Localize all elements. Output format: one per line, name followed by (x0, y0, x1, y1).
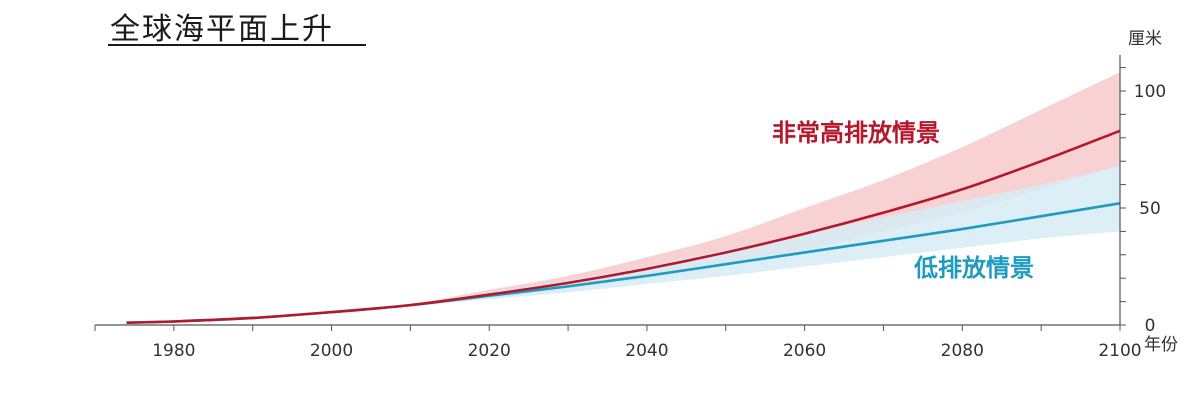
series-lines (126, 129, 1121, 324)
x-axis-unit: 年份 (1144, 335, 1178, 355)
y-tick-label: 0 (1145, 316, 1156, 336)
series-labels: 非常高排放情景 低排放情景 (772, 119, 1034, 282)
y-tick-label: 100 (1134, 82, 1166, 102)
band-low (126, 165, 1121, 323)
x-tick-label: 2060 (783, 341, 826, 361)
uncertainty-bands (126, 72, 1121, 323)
line-very-high (126, 129, 1121, 324)
chart-title: 全球海平面上升 (110, 12, 334, 47)
y-tick-label: 50 (1139, 199, 1161, 219)
title-underline (108, 44, 366, 46)
x-tick-label: 2000 (310, 341, 353, 361)
x-tick-label: 2080 (941, 341, 984, 361)
series-label-low: 低排放情景 (913, 254, 1034, 282)
x-tick-label: 2040 (625, 341, 668, 361)
x-tick-label: 2020 (468, 341, 511, 361)
x-tick-label: 2100 (1098, 341, 1141, 361)
x-tick-label: 1980 (152, 341, 195, 361)
y-axis-unit: 厘米 (1128, 29, 1162, 49)
series-label-very-high: 非常高排放情景 (772, 119, 940, 147)
